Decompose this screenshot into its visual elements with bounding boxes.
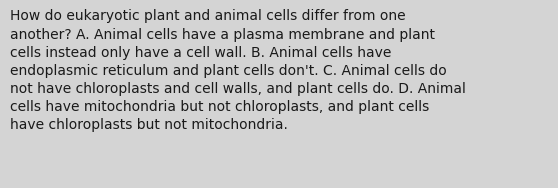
Text: How do eukaryotic plant and animal cells differ from one
another? A. Animal cell: How do eukaryotic plant and animal cells… xyxy=(10,9,466,133)
